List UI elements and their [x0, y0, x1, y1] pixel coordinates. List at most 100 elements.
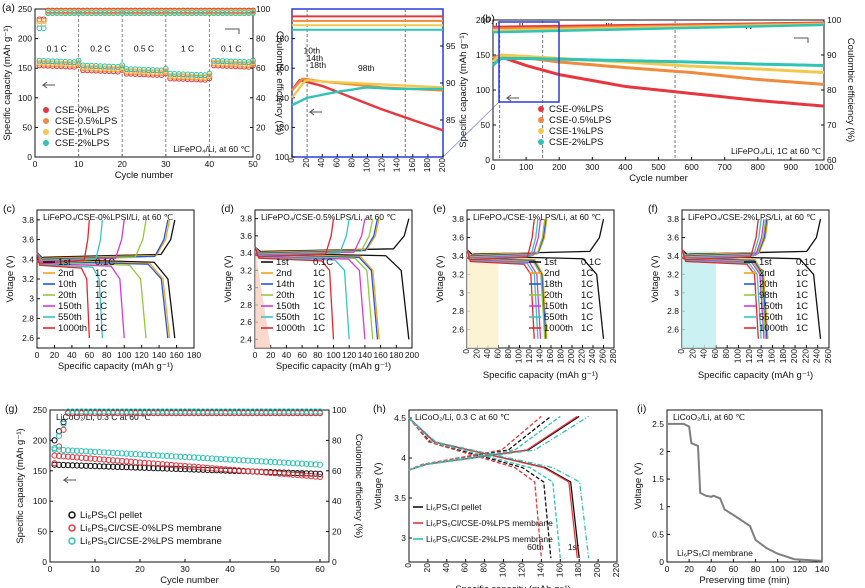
y-tick-label: 1.5	[652, 474, 664, 484]
x-tick-label: 240	[587, 349, 597, 363]
panel-letter: (h)	[373, 403, 386, 415]
capacity-point	[244, 468, 252, 475]
capacity-point	[82, 462, 90, 469]
charge-curve	[36, 219, 171, 262]
y2-tick-label: 95	[446, 41, 456, 51]
legend-rate: 1C	[796, 290, 808, 301]
y2-tick-label: 100	[256, 4, 270, 14]
legend-label: CSE-0.5%LPS	[549, 115, 611, 126]
arrow-right-icon	[289, 471, 304, 477]
capacity-point	[69, 453, 76, 461]
y-tick-label: 2.8	[452, 306, 464, 316]
panel-c: 0 20 40 60 80 100 120 140 160 180 2.6 2.8 3 3.2 3.4 3.6…	[3, 203, 201, 372]
y-tick-label: 0	[485, 155, 490, 165]
legend-label: 550th	[276, 312, 300, 323]
ce-point	[73, 408, 81, 415]
capacity-point	[64, 462, 72, 469]
panel-d: 0 20 40 60 80 100 120 140 160 180 200 2.4 2.6 2.8 3 3.2…	[221, 203, 419, 372]
capacity-point	[73, 454, 81, 461]
y-tick-label: 4	[401, 453, 406, 463]
legend-label: CSE-0%LPS	[549, 104, 603, 115]
capacity-point	[231, 466, 238, 474]
legend-rate: 1C	[95, 290, 107, 301]
ce-point	[69, 408, 76, 415]
legend-marker	[68, 537, 76, 545]
capacity-point	[276, 459, 283, 466]
capacity-point	[285, 471, 292, 478]
legend-rate: 1C	[581, 268, 593, 279]
legend-rate: 1C	[581, 290, 593, 301]
capacity-point	[168, 465, 175, 472]
capacity-point	[204, 455, 211, 462]
x-tick-label: 0	[286, 158, 296, 163]
ce-point	[258, 408, 265, 415]
x-axis-label: Cycle number	[160, 575, 219, 586]
capacity-point	[249, 468, 256, 475]
x-tick-label: 200	[592, 563, 602, 577]
capacity-point	[163, 465, 171, 472]
legend-rate: 1C	[581, 312, 593, 323]
capacity-point	[119, 62, 126, 69]
legend-label: 20th	[544, 290, 563, 301]
panel-title: LiFePO₄/CSE-0.5%LPS/Li, at 60 ℃	[261, 212, 396, 222]
capacity-point	[154, 460, 162, 467]
capacity-point	[258, 458, 265, 465]
panel-i: 0 20 40 60 80 100 120 140 0 0.5 1 1.5 2 2.5 Preserving…	[633, 403, 829, 586]
x-tick-label: 180	[573, 563, 583, 577]
capacity-point	[262, 458, 270, 465]
y-tick-label: 160	[275, 63, 289, 73]
y2-tick-label: 90	[827, 50, 837, 60]
x-tick-label: 60	[315, 564, 325, 574]
y-tick-label: 4.5	[394, 413, 406, 423]
legend-rate: 1C	[796, 268, 808, 279]
y-axis-label: Specific capacity (mAh g⁻¹)	[15, 428, 26, 543]
condition-label: LiFePO₄/Li, at 60 ℃	[173, 144, 250, 154]
capacity-point	[60, 446, 67, 454]
legend-rate: 1C	[313, 323, 325, 334]
panel-title: LiCoO₂/Li, at 60 ℃	[673, 412, 745, 422]
y-tick-label: 2.8	[22, 313, 34, 323]
capacity-point	[217, 465, 225, 473]
capacity-point	[298, 460, 306, 467]
y2-tick-label: 85	[446, 115, 456, 125]
capacity-point	[75, 57, 82, 64]
capacity-point	[222, 466, 229, 473]
capacity-point	[240, 457, 247, 464]
legend-label: 150th	[544, 301, 568, 312]
y2-axis-label: Coulombic efficiency (%)	[353, 434, 364, 538]
ce-point	[307, 408, 315, 415]
y-tick-label: 0	[42, 557, 47, 567]
y-tick-label: 0	[27, 152, 32, 162]
x-tick-label: 80	[751, 564, 761, 574]
legend-label: 1st	[759, 257, 772, 268]
y-tick-label: 3.8	[240, 214, 252, 224]
x-tick-label: 200	[789, 349, 799, 363]
y-tick-label: 250	[18, 4, 32, 14]
y-tick-label: 3.6	[22, 235, 34, 245]
capacity-curve	[291, 78, 444, 132]
x-tick-label: 160	[169, 350, 183, 360]
legend-rate: 1C	[581, 279, 593, 290]
y-tick-label: 3.8	[452, 214, 464, 224]
x-tick-label: 40	[707, 564, 717, 574]
capacity-point	[162, 65, 169, 72]
x-tick-label: 180	[556, 349, 566, 363]
x-tick-label: 40	[699, 349, 709, 359]
capacity-point	[60, 461, 67, 469]
x-tick-label: 40	[225, 564, 235, 574]
capacity-point	[163, 452, 171, 460]
ce-point	[250, 10, 256, 17]
y-tick-label: 2.6	[667, 325, 679, 335]
legend-marker	[43, 118, 49, 124]
ce-point	[240, 408, 247, 415]
x-tick-label: 180	[422, 158, 432, 172]
ce-point	[168, 408, 175, 415]
y2-tick-label: 80	[827, 85, 837, 95]
capacity-point	[163, 461, 171, 468]
y-tick-label: 100	[18, 93, 32, 103]
capacity-point	[64, 447, 72, 454]
x-tick-label: 50	[248, 159, 258, 169]
capacity-point	[186, 466, 193, 473]
ce-point	[298, 408, 306, 415]
ce-point	[64, 408, 72, 415]
